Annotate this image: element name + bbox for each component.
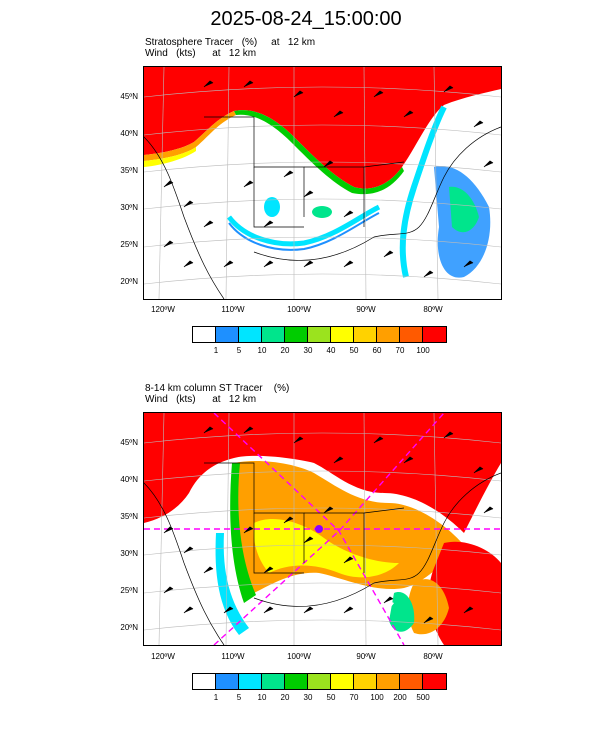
panel-1-colorbar-swatch bbox=[308, 327, 331, 342]
panel-1-title-line-2: Wind (kts) at 12 km bbox=[145, 48, 257, 59]
panel-2-wind-barbs bbox=[163, 426, 494, 624]
panel-2-lon-label: 110ºW bbox=[221, 652, 245, 661]
panel-1-graticule bbox=[144, 67, 501, 299]
panel-1-colorbar bbox=[192, 326, 447, 343]
panel-1-colorbar-swatch bbox=[216, 327, 239, 342]
panel-1-colorbar-level-label: 20 bbox=[280, 346, 290, 355]
panel-1-colorbar-swatch bbox=[193, 327, 216, 342]
panel-2-colorbar-level-label: 500 bbox=[416, 693, 430, 702]
panel-1-colorbar-level-label: 60 bbox=[372, 346, 382, 355]
panel-2-colorbar-swatch bbox=[262, 674, 285, 689]
panel-2-colorbar-level-label: 20 bbox=[280, 693, 290, 702]
panel-2-colorbar-level-label: 30 bbox=[303, 693, 313, 702]
panel-2-colorbar-level-label: 70 bbox=[349, 693, 359, 702]
panel-1-small-patch-a bbox=[264, 197, 280, 217]
panel-2-title-line-2: Wind (kts) at 12 km bbox=[145, 394, 257, 405]
panel-2-cross-section-lines bbox=[144, 413, 501, 645]
panel-2-title-line-1: 8-14 km column ST Tracer (%) bbox=[145, 383, 290, 394]
panel-2-colorbar-level-label: 1 bbox=[213, 693, 219, 702]
panel-2-colorbar-swatch bbox=[400, 674, 423, 689]
panel-1-colorbar-swatch bbox=[239, 327, 262, 342]
panel-2-gulf-white bbox=[312, 593, 394, 623]
panel-1-colorbar-swatch bbox=[262, 327, 285, 342]
panel-2-cross-point bbox=[315, 525, 323, 533]
panel-2-colorbar-level-label: 50 bbox=[326, 693, 336, 702]
panel-2-lat-label: 30ºN bbox=[120, 549, 138, 558]
panel-1-colorbar-level-label: 100 bbox=[416, 346, 430, 355]
panel-2-colorbar-swatch bbox=[354, 674, 377, 689]
panel-1-red-region bbox=[144, 67, 501, 189]
panel-1-lat-label: 40ºN bbox=[120, 129, 138, 138]
panel-2-colorbar-swatch bbox=[308, 674, 331, 689]
panel-2-colorbar-swatch bbox=[377, 674, 400, 689]
panel-1-lon-label: 120ºW bbox=[151, 305, 175, 314]
panel-2-red-region bbox=[144, 413, 501, 533]
panel-1-small-patch-b bbox=[312, 206, 332, 218]
panel-1-colorbar-swatch bbox=[423, 327, 446, 342]
panel-1-colorbar-level-label: 50 bbox=[349, 346, 359, 355]
panel-1-colorbar-swatch bbox=[377, 327, 400, 342]
panel-1-colorbar-level-label: 1 bbox=[213, 346, 219, 355]
panel-1-lat-label: 20ºN bbox=[120, 277, 138, 286]
panel-2-colorbar-level-label: 200 bbox=[393, 693, 407, 702]
panel-2-map bbox=[143, 412, 502, 646]
panel-2-colorbar bbox=[192, 673, 447, 690]
panel-2-lon-label: 90ºW bbox=[356, 652, 376, 661]
panel-1-lat-label: 30ºN bbox=[120, 203, 138, 212]
panel-1-colorbar-level-label: 40 bbox=[326, 346, 336, 355]
panel-1-yellow-streak bbox=[144, 147, 196, 167]
panel-2-lon-label: 80ºW bbox=[423, 652, 443, 661]
panel-1-colorbar-level-label: 10 bbox=[257, 346, 267, 355]
panel-1-map bbox=[143, 66, 502, 300]
panel-1-boundaries bbox=[144, 116, 501, 299]
panel-2-yellow-body bbox=[253, 518, 399, 578]
panel-1-colorbar-swatch bbox=[400, 327, 423, 342]
panel-2-colorbar-swatch bbox=[331, 674, 354, 689]
panel-2-lat-label: 45ºN bbox=[120, 438, 138, 447]
panel-2-east-orange bbox=[408, 579, 449, 635]
panel-1-colorbar-swatch bbox=[331, 327, 354, 342]
figure-title: 2025-08-24_15:00:00 bbox=[210, 8, 402, 30]
panel-1-colorbar-level-label: 30 bbox=[303, 346, 313, 355]
panel-1-colorbar-level-label: 5 bbox=[236, 346, 242, 355]
panel-2-colorbar-level-label: 5 bbox=[236, 693, 242, 702]
panel-1-colorbar-swatch bbox=[285, 327, 308, 342]
panel-1-lon-label: 90ºW bbox=[356, 305, 376, 314]
panel-1-lat-label: 35ºN bbox=[120, 166, 138, 175]
panel-1-lat-label: 45ºN bbox=[120, 92, 138, 101]
panel-2-lon-label: 100ºW bbox=[287, 652, 311, 661]
panel-1-lon-label: 110ºW bbox=[221, 305, 245, 314]
panel-1-green-edge bbox=[234, 110, 404, 195]
panel-2-colorbar-level-label: 10 bbox=[257, 693, 267, 702]
panel-2-colorbar-swatch bbox=[193, 674, 216, 689]
panel-2-green-fringe bbox=[230, 463, 256, 603]
panel-2-colorbar-swatch bbox=[285, 674, 308, 689]
panel-2-map-svg bbox=[144, 413, 501, 645]
panel-1-map-svg bbox=[144, 67, 501, 299]
panel-1-wind-barbs bbox=[163, 80, 494, 278]
panel-1-green-patches bbox=[449, 186, 479, 233]
panel-2-lat-label: 40ºN bbox=[120, 475, 138, 484]
panel-2-lat-label: 25ºN bbox=[120, 586, 138, 595]
panel-2-colorbar-swatch bbox=[216, 674, 239, 689]
panel-2-colorbar-swatch bbox=[239, 674, 262, 689]
panel-2-lat-label: 20ºN bbox=[120, 623, 138, 632]
panel-1-colorbar-swatch bbox=[354, 327, 377, 342]
panel-1-lon-label: 100ºW bbox=[287, 305, 311, 314]
panel-1-title-line-1: Stratosphere Tracer (%) at 12 km bbox=[145, 37, 316, 48]
panel-2-east-red bbox=[428, 541, 501, 645]
panel-1-cyan-band bbox=[227, 204, 381, 247]
panel-2-cyan-fringe bbox=[215, 533, 249, 635]
panel-2-lon-label: 120ºW bbox=[151, 652, 175, 661]
panel-1-colorbar-level-label: 70 bbox=[395, 346, 405, 355]
panel-1-blue-band bbox=[228, 212, 380, 251]
panel-2-colorbar-swatch bbox=[423, 674, 446, 689]
panel-1-lon-label: 80ºW bbox=[423, 305, 443, 314]
panel-2-lat-label: 35ºN bbox=[120, 512, 138, 521]
panel-2-colorbar-level-label: 100 bbox=[370, 693, 384, 702]
panel-1-lat-label: 25ºN bbox=[120, 240, 138, 249]
panel-1-orange-edge bbox=[144, 111, 236, 161]
